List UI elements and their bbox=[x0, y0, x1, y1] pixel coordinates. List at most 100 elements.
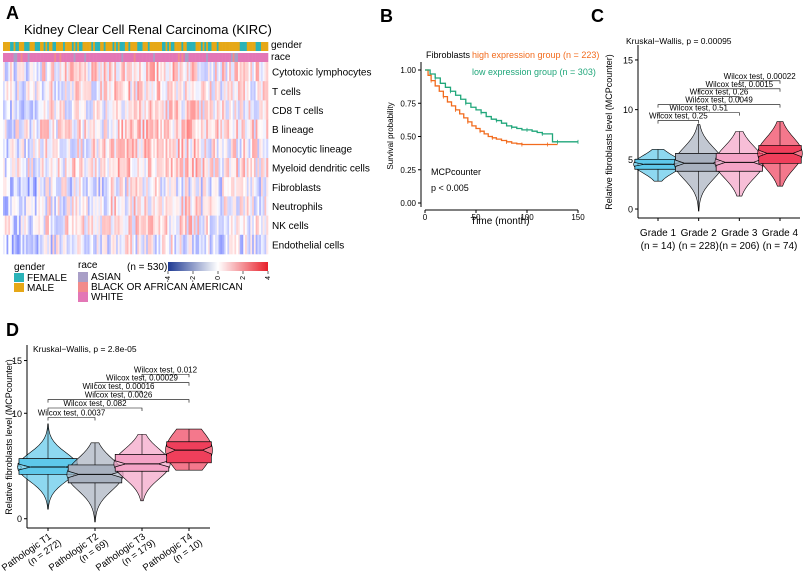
annotation-cell-race bbox=[71, 53, 74, 62]
heatmap-cell bbox=[186, 196, 189, 216]
heatmap-cell bbox=[239, 62, 242, 82]
heatmap-cell bbox=[216, 234, 219, 255]
comparison-label: Wilcox test, 0.0015 bbox=[706, 80, 774, 89]
heatmap-cell bbox=[211, 62, 214, 82]
heatmap-cell bbox=[158, 81, 161, 101]
heatmap-cell bbox=[190, 62, 193, 82]
heatmap-cell bbox=[255, 62, 258, 82]
heatmap-cell bbox=[96, 215, 99, 236]
heatmap-cell bbox=[38, 119, 41, 140]
heatmap-cell bbox=[192, 81, 195, 101]
heatmap-cell bbox=[80, 62, 83, 82]
heatmap-cell bbox=[192, 138, 195, 159]
heatmap-cell bbox=[20, 119, 23, 140]
heatmap-cell bbox=[94, 177, 97, 197]
annotation-cell-race bbox=[4, 53, 7, 62]
heatmap-cell bbox=[110, 138, 113, 159]
heatmap-cell bbox=[234, 177, 237, 197]
heatmap-cell bbox=[181, 215, 184, 236]
heatmap-cell bbox=[162, 234, 165, 255]
heatmap-cell bbox=[195, 81, 198, 101]
heatmap-cell bbox=[48, 215, 51, 236]
heatmap-cell bbox=[59, 138, 62, 159]
heatmap-cell bbox=[255, 196, 258, 216]
heatmap-cell bbox=[255, 234, 258, 255]
heatmap-cell bbox=[80, 81, 83, 101]
annotation-cell-race bbox=[75, 53, 78, 62]
heatmap-cell bbox=[183, 215, 186, 236]
heatmap-cell bbox=[91, 196, 94, 216]
heatmap-cell bbox=[160, 158, 163, 178]
y-tick-label: 10 bbox=[12, 409, 22, 419]
heatmap-cell bbox=[209, 234, 212, 255]
heatmap-cell bbox=[121, 100, 124, 120]
heatmap-cell bbox=[48, 81, 51, 101]
heatmap-cell bbox=[239, 81, 242, 101]
heatmap-cell bbox=[184, 81, 188, 101]
heatmap-cell bbox=[197, 177, 200, 197]
annotation-cell-gender bbox=[176, 42, 179, 51]
annotation-cell-race bbox=[162, 53, 165, 62]
heatmap-cell bbox=[237, 62, 241, 82]
heatmap-cell bbox=[142, 215, 145, 236]
heatmap-cell bbox=[135, 158, 138, 178]
heatmap-cell bbox=[84, 119, 87, 140]
heatmap-cell bbox=[33, 119, 36, 140]
heatmap-cell bbox=[27, 215, 30, 236]
annotation-cell-race bbox=[130, 53, 133, 62]
heatmap-cell bbox=[48, 100, 51, 120]
heatmap-cell bbox=[89, 119, 92, 140]
heatmap-cell bbox=[110, 234, 113, 255]
heatmap-cell bbox=[40, 234, 43, 255]
annotation-cell-gender bbox=[199, 42, 202, 51]
heatmap-cell bbox=[25, 234, 29, 255]
comparison-bracket bbox=[657, 120, 699, 124]
heatmap-cell bbox=[147, 158, 150, 178]
annotation-cell-race bbox=[133, 53, 136, 62]
heatmap-cell bbox=[121, 138, 124, 159]
heatmap-cell bbox=[36, 100, 39, 120]
heatmap-cell bbox=[123, 119, 126, 140]
heatmap-cell bbox=[59, 234, 62, 255]
heatmap-cell bbox=[160, 119, 163, 140]
annotation-cell-race bbox=[151, 53, 154, 62]
annotation-cell-race bbox=[253, 53, 256, 62]
heatmap-cell bbox=[260, 100, 263, 120]
heatmap-cell bbox=[117, 138, 120, 159]
heatmap-cell bbox=[29, 119, 32, 140]
heatmap-cell bbox=[206, 119, 209, 140]
heatmap-cell bbox=[43, 215, 46, 236]
heatmap-cell bbox=[25, 215, 29, 236]
heatmap-cell bbox=[6, 119, 9, 140]
heatmap-cell bbox=[98, 119, 101, 140]
heatmap-cell bbox=[25, 158, 29, 178]
annotation-cell-race bbox=[239, 53, 242, 62]
heatmap-cell bbox=[163, 119, 166, 140]
annotation-cell-gender bbox=[117, 42, 120, 51]
heatmap-cell bbox=[18, 177, 21, 197]
heatmap-cell bbox=[20, 138, 23, 159]
annotation-cell-race bbox=[87, 53, 90, 62]
comparison-label: Wilcox test, 0.00016 bbox=[82, 382, 155, 391]
heatmap-cell bbox=[41, 234, 44, 255]
heatmap-cell bbox=[227, 119, 230, 140]
heatmap-cell bbox=[98, 81, 101, 101]
heatmap-cell bbox=[174, 215, 177, 236]
heatmap-cell bbox=[184, 62, 188, 82]
heatmap-cell bbox=[237, 81, 241, 101]
heatmap-cell bbox=[179, 177, 182, 197]
comparison-bracket bbox=[698, 96, 740, 100]
heatmap-cell bbox=[257, 100, 260, 120]
heatmap-cell bbox=[167, 196, 170, 216]
heatmap-cell bbox=[47, 119, 50, 140]
heatmap-cell bbox=[259, 158, 262, 178]
heatmap-cell bbox=[110, 100, 113, 120]
heatmap-cell bbox=[163, 196, 166, 216]
heatmap-cell bbox=[119, 81, 122, 101]
heatmap-cell bbox=[237, 177, 241, 197]
heatmap-cell bbox=[227, 158, 230, 178]
annotation-cell-race bbox=[204, 53, 207, 62]
heatmap-cell bbox=[236, 196, 239, 216]
